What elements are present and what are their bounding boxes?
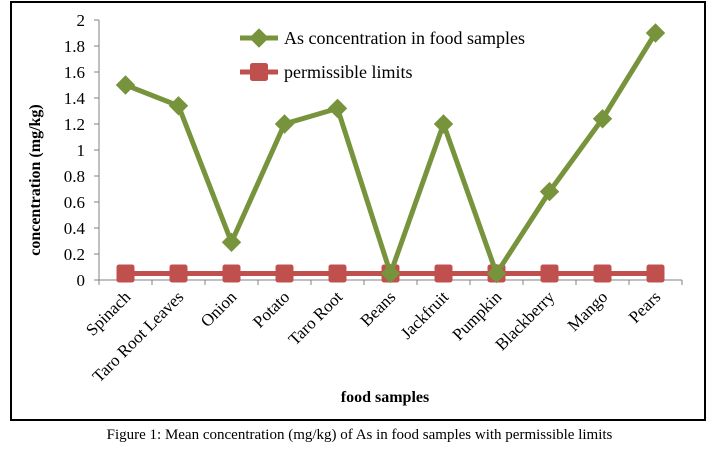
x-tick-label: Potato: [249, 287, 293, 331]
x-tick-label: Mango: [564, 287, 611, 334]
legend-marker: [250, 63, 268, 81]
chart-frame: [10, 1, 706, 421]
y-axis-title: concentration (mg/kg): [27, 104, 44, 256]
data-point: [222, 264, 241, 283]
y-tick-label: 1.4: [64, 89, 86, 108]
data-point: [115, 75, 136, 95]
data-point: [434, 264, 453, 283]
data-point: [539, 181, 560, 202]
y-tick-label: 2: [77, 11, 86, 30]
legend-label: As concentration in food samples: [284, 28, 525, 48]
x-tick-label: Pears: [625, 287, 664, 326]
x-tick-label: Taro Root Leaves: [89, 287, 188, 386]
x-tick-label: Onion: [197, 287, 241, 331]
data-point: [327, 98, 348, 119]
x-tick-label: Jackfruit: [397, 287, 453, 343]
data-point: [169, 264, 188, 283]
legend-label: permissible limits: [284, 62, 413, 82]
x-tick-label: Spinach: [82, 287, 135, 340]
legend: As concentration in food samples permissi…: [240, 28, 525, 82]
data-point: [328, 264, 347, 283]
data-point: [645, 23, 666, 43]
y-tick-label: 0.4: [64, 219, 86, 238]
y-tick-label: 0.8: [64, 167, 85, 186]
data-point: [380, 263, 401, 284]
data-point: [646, 264, 665, 283]
series-layer: [115, 23, 666, 284]
figure-caption: Figure 1: Mean concentration (mg/kg) of …: [106, 427, 613, 443]
data-point: [592, 109, 613, 129]
data-point: [275, 264, 294, 283]
y-tick-label: 0.2: [64, 245, 85, 264]
y-tick-label: 0: [77, 271, 86, 290]
y-tick-label: 1.2: [64, 115, 85, 134]
data-point: [593, 264, 612, 283]
y-tick-label: 0.6: [64, 193, 85, 212]
data-point: [486, 263, 507, 284]
x-axis-title: food samples: [341, 389, 429, 406]
x-tick-label: Taro Root: [285, 287, 347, 349]
y-tick-label: 1: [77, 141, 86, 160]
y-tick-label: 1.8: [64, 37, 85, 56]
data-point: [433, 114, 454, 134]
data-point: [540, 264, 559, 283]
y-tick-label: 1.6: [64, 63, 85, 82]
data-point: [274, 114, 295, 134]
x-tick-label: Beans: [357, 287, 400, 330]
data-point: [116, 264, 135, 283]
legend-marker: [249, 28, 269, 48]
data-point: [221, 232, 242, 253]
data-point: [168, 96, 189, 116]
